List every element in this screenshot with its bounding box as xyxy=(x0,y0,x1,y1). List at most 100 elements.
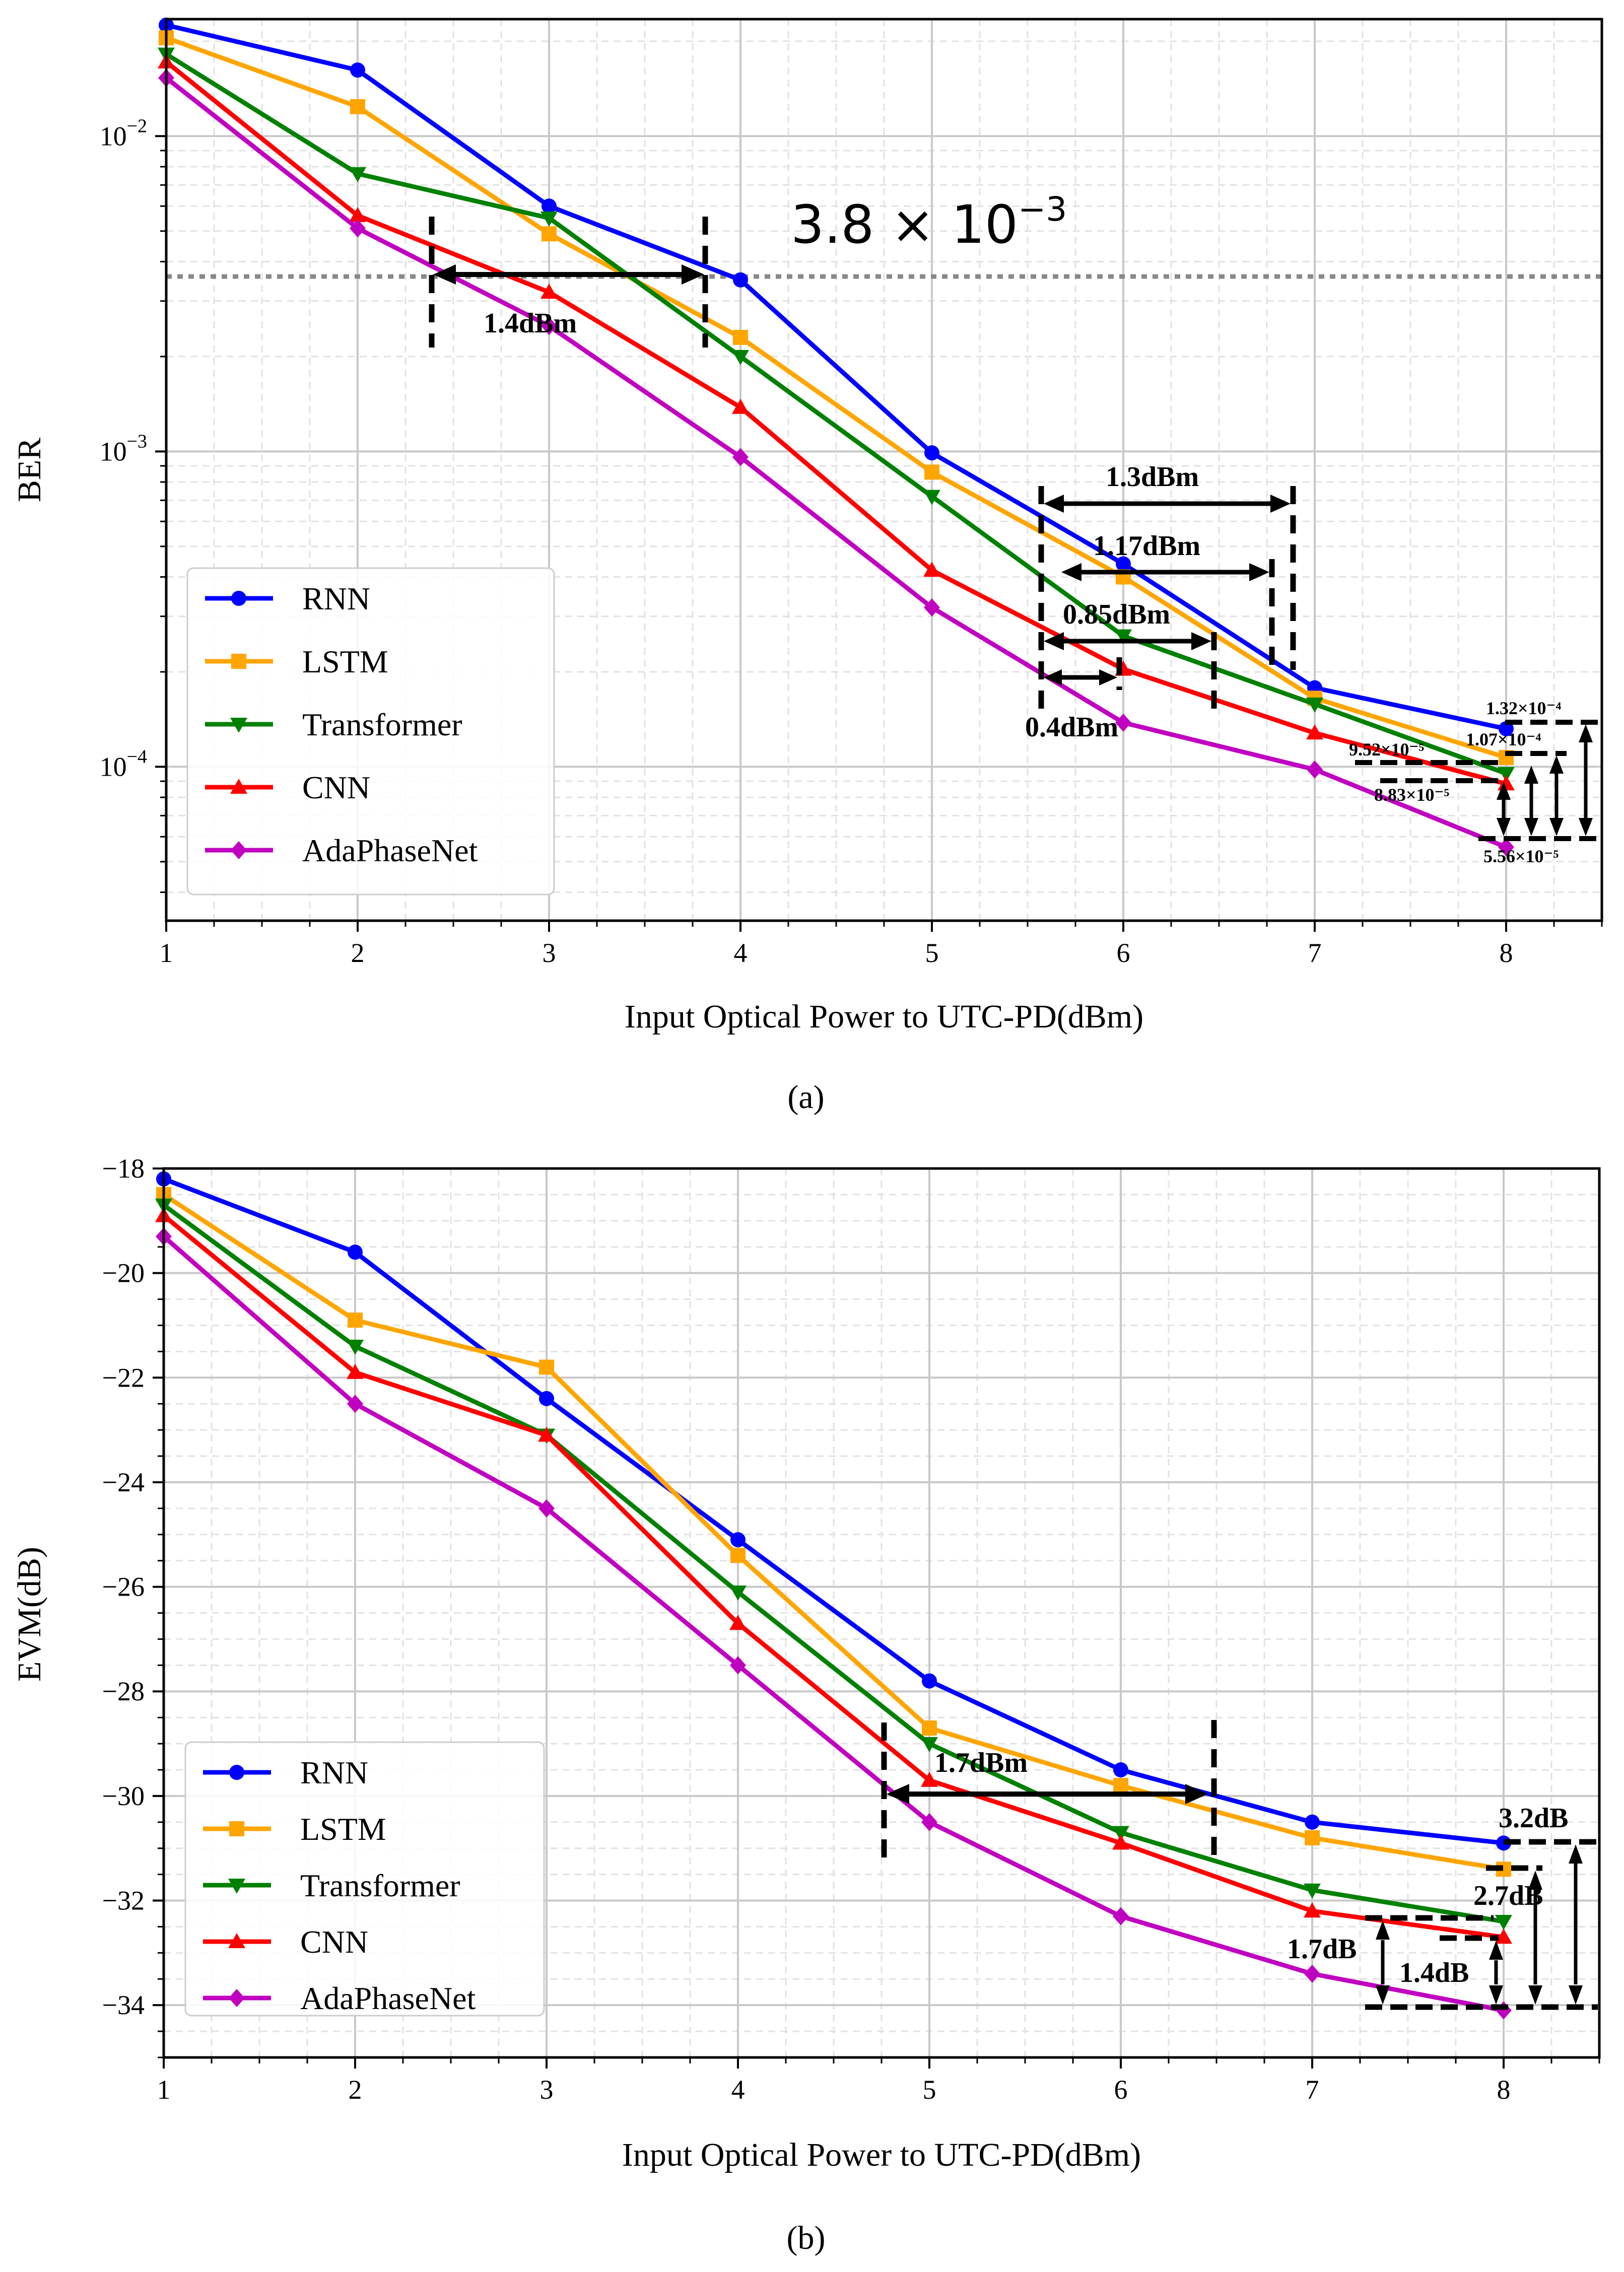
data-point-transformer xyxy=(540,211,558,227)
data-point-transformer xyxy=(1306,698,1323,713)
legend-marker-cnn xyxy=(230,779,247,794)
chart-b-gap-main-label: 1.7dBm xyxy=(934,1747,1028,1778)
series-line-adaphasenet xyxy=(162,1234,1504,2013)
x-tick-label: 6 xyxy=(1117,938,1130,968)
legend-marker-cnn xyxy=(228,1933,245,1948)
data-point-cnn xyxy=(1306,724,1323,740)
data-point-lstm xyxy=(733,329,748,345)
y-tick-label: 10−4 xyxy=(100,746,147,782)
series-line-rnn xyxy=(165,23,1507,731)
y-tick-label: −20 xyxy=(102,1258,145,1288)
chart-b-xlabel: Input Optical Power to UTC-PD(dBm) xyxy=(622,2137,1141,2173)
chart-a-end-value-transformer: 9.52×10⁻⁵ xyxy=(1349,739,1425,760)
data-point-rnn xyxy=(350,62,365,78)
data-point-adaphasenet xyxy=(350,219,366,238)
data-point-adaphasenet xyxy=(730,1656,746,1675)
legend-marker-adaphasenet xyxy=(229,1989,245,2007)
chart-a-gap-1: 1.3dBm xyxy=(1106,461,1199,493)
chart-b-legend: RNN LSTM Transformer CNN AdaPhaseNet xyxy=(184,1741,545,2017)
data-point-lstm xyxy=(350,99,365,114)
legend-label-transformer: Transformer xyxy=(302,707,462,742)
y-tick-label: −26 xyxy=(102,1572,145,1602)
x-tick-label: 2 xyxy=(349,2075,362,2105)
data-point-cnn xyxy=(347,1363,364,1379)
data-point-adaphasenet xyxy=(347,1395,363,1413)
chart-a-end-annotations xyxy=(1355,720,1598,841)
series-line-adaphasenet xyxy=(165,76,1507,850)
data-point-rnn xyxy=(1116,556,1131,572)
x-tick-label: 5 xyxy=(925,938,939,968)
series-line-rnn xyxy=(163,1177,1504,1845)
chart-a-subplot-label: (a) xyxy=(787,1079,824,1116)
data-point-lstm xyxy=(539,1359,554,1375)
legend-label-lstm: LSTM xyxy=(300,1811,386,1847)
legend-marker-transformer xyxy=(228,1879,245,1894)
chart-b-gap-main-annotation xyxy=(881,1720,1217,1864)
legend-marker-transformer xyxy=(230,718,247,733)
x-tick-label: 4 xyxy=(731,2075,745,2105)
data-point-cnn xyxy=(921,1771,938,1787)
data-point-transformer xyxy=(729,1585,747,1601)
chart-a-gap-main-label: 1.4dBm xyxy=(484,308,577,339)
x-tick-label: 8 xyxy=(1497,2075,1511,2105)
y-tick-label: −24 xyxy=(102,1467,145,1497)
data-point-cnn xyxy=(1112,1834,1129,1850)
data-point-transformer xyxy=(921,1737,938,1753)
data-point-adaphasenet xyxy=(1307,760,1323,779)
data-point-lstm xyxy=(1113,1778,1128,1794)
data-point-cnn xyxy=(349,206,366,222)
chart-a-ticks: 1 2 3 4 5 6 7 8 10−2 10−3 10−4 xyxy=(100,40,1603,968)
series-line-lstm xyxy=(162,1193,1504,1872)
data-point-lstm xyxy=(924,464,939,480)
chart-b-subplot-label: (b) xyxy=(787,2220,826,2256)
chart-b-ylabel: EVM(dB) xyxy=(11,1547,48,1682)
chart-a-gap-3: 0.85dBm xyxy=(1063,599,1170,630)
chart-a-end-value-rnn: 1.32×10⁻⁴ xyxy=(1486,698,1562,718)
data-point-rnn xyxy=(922,1673,937,1689)
chart-b-gain-lstm: 2.7dB xyxy=(1473,1880,1543,1911)
chart-a-gap-4: 0.4dBm xyxy=(1025,712,1118,743)
chart-b-gain-rnn: 3.2dB xyxy=(1499,1803,1569,1834)
legend-marker-lstm xyxy=(231,654,246,669)
chart-a-end-value-lstm: 1.07×10⁻⁴ xyxy=(1466,729,1541,749)
x-tick-label: 3 xyxy=(540,2075,554,2105)
chart-a: 1 2 3 4 5 6 7 8 10−2 10−3 10−4 3.8 × 10−3 1.4dBm xyxy=(11,17,1603,1116)
legend-label-cnn: CNN xyxy=(302,770,370,805)
series-line-lstm xyxy=(165,35,1507,760)
chart-a-xlabel: Input Optical Power to UTC-PD(dBm) xyxy=(625,998,1143,1035)
data-point-transformer xyxy=(1495,1915,1512,1931)
y-tick-label: 10−2 xyxy=(100,115,147,151)
x-tick-label: 8 xyxy=(1500,938,1513,968)
data-point-transformer xyxy=(349,167,366,182)
data-point-transformer xyxy=(1112,1826,1129,1841)
data-point-cnn xyxy=(729,1615,747,1630)
x-tick-label: 7 xyxy=(1308,938,1322,968)
data-point-adaphasenet xyxy=(1113,1907,1129,1925)
data-point-transformer xyxy=(347,1340,364,1355)
data-point-lstm xyxy=(1305,1830,1320,1845)
data-point-adaphasenet xyxy=(924,598,940,617)
x-tick-label: 4 xyxy=(734,938,748,968)
data-point-adaphasenet xyxy=(1304,1964,1320,1983)
chart-a-legend: RNN LSTM Transformer CNN AdaPhaseNet xyxy=(186,567,555,896)
data-point-rnn xyxy=(730,1532,746,1548)
data-point-lstm xyxy=(730,1548,746,1563)
legend-marker-lstm xyxy=(229,1821,244,1836)
chart-a-gap-2: 1.17dBm xyxy=(1093,530,1200,562)
chart-a-threshold-label: 3.8 × 10−3 xyxy=(791,190,1067,255)
y-tick-label: −34 xyxy=(102,1990,145,2020)
chart-a-end-value-adaphasenet: 5.56×10⁻⁵ xyxy=(1483,846,1559,866)
data-point-rnn xyxy=(542,198,557,214)
x-tick-label: 6 xyxy=(1114,2075,1128,2105)
y-tick-label: −18 xyxy=(102,1153,145,1184)
legend-box xyxy=(184,1741,545,2017)
x-tick-label: 3 xyxy=(543,938,556,968)
series-line-cnn xyxy=(162,1213,1504,1940)
chart-b-gain-annotations xyxy=(1365,1839,1598,2010)
data-point-cnn xyxy=(540,284,558,299)
data-point-cnn xyxy=(732,398,749,414)
legend-label-transformer: Transformer xyxy=(300,1868,460,1903)
legend-box xyxy=(186,567,555,896)
chart-b-gain-transformer: 1.7dB xyxy=(1287,1934,1357,1965)
